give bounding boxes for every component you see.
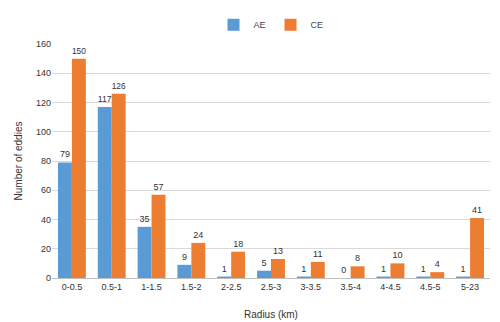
svg-text:4: 4 [435,259,440,269]
svg-text:10: 10 [392,250,402,260]
svg-text:2-2.5: 2-2.5 [221,282,242,292]
svg-text:117: 117 [98,94,112,104]
svg-text:8: 8 [355,253,360,263]
svg-text:1: 1 [381,264,386,274]
svg-text:0: 0 [46,273,51,283]
svg-text:3-3.5: 3-3.5 [301,282,322,292]
svg-text:40: 40 [41,215,51,225]
svg-text:Radius (km): Radius (km) [244,309,298,320]
svg-text:0-0.5: 0-0.5 [62,282,83,292]
svg-text:Number of eddies: Number of eddies [13,122,24,201]
svg-text:2.5-3: 2.5-3 [261,282,282,292]
svg-text:60: 60 [41,185,51,195]
svg-text:5: 5 [262,258,267,268]
svg-text:4.5-5: 4.5-5 [420,282,441,292]
svg-text:1: 1 [222,264,227,274]
svg-text:9: 9 [182,252,187,262]
svg-text:150: 150 [72,46,86,56]
svg-text:160: 160 [36,39,51,49]
svg-text:35: 35 [140,214,150,224]
svg-text:1: 1 [461,264,466,274]
svg-text:1-1.5: 1-1.5 [141,282,162,292]
svg-text:57: 57 [154,182,164,192]
svg-text:120: 120 [36,98,51,108]
svg-text:126: 126 [112,81,126,91]
svg-text:0.5-1: 0.5-1 [101,282,122,292]
svg-text:CE: CE [311,20,324,30]
svg-text:100: 100 [36,127,51,137]
svg-text:1: 1 [301,264,306,274]
svg-text:140: 140 [36,68,51,78]
svg-text:1: 1 [421,264,426,274]
svg-text:79: 79 [60,149,70,159]
svg-text:80: 80 [41,156,51,166]
svg-text:24: 24 [193,230,203,240]
svg-text:1.5-2: 1.5-2 [181,282,202,292]
svg-text:0: 0 [341,265,346,275]
svg-text:3.5-4: 3.5-4 [340,282,361,292]
svg-text:11: 11 [313,249,322,259]
svg-text:18: 18 [233,239,243,249]
svg-text:13: 13 [273,246,283,256]
svg-text:41: 41 [472,205,482,215]
svg-text:4-4.5: 4-4.5 [380,282,401,292]
svg-text:20: 20 [41,244,51,254]
svg-text:AE: AE [254,20,266,30]
svg-text:5-23: 5-23 [461,282,479,292]
